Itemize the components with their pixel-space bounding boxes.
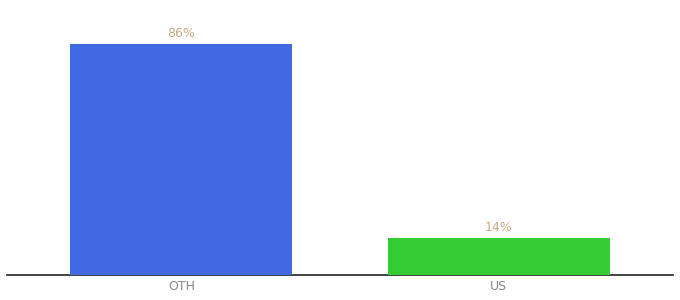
- Bar: [71, 44, 292, 275]
- Text: 86%: 86%: [167, 28, 195, 40]
- Bar: [388, 238, 609, 275]
- Text: 14%: 14%: [485, 220, 513, 234]
